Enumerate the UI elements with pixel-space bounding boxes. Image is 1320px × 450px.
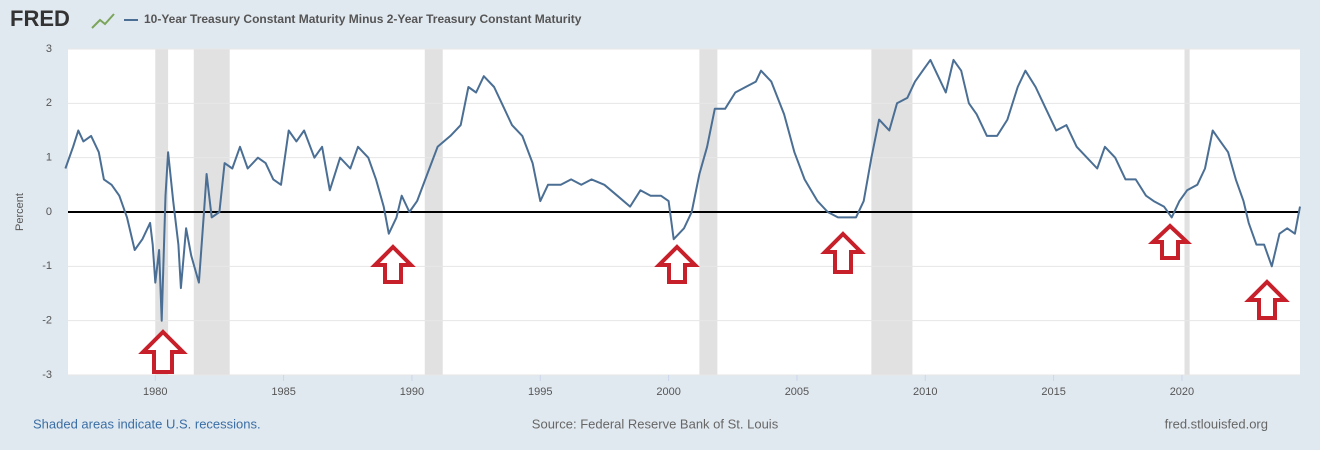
- series-line: [64, 58, 1301, 322]
- logo-icon: [91, 13, 115, 29]
- x-tick-label: 2020: [1170, 386, 1194, 398]
- x-tick-label: 2000: [656, 386, 680, 398]
- y-tick-label: 1: [46, 152, 52, 164]
- arrow: [654, 244, 700, 284]
- x-tick-label: 2010: [913, 386, 937, 398]
- arrow: [1244, 279, 1290, 320]
- x-tick-label: 1985: [271, 386, 295, 398]
- y-tick-label: -3: [42, 369, 52, 381]
- legend-label: 10-Year Treasury Constant Maturity Minus…: [144, 12, 582, 26]
- x-tick-label: 1995: [528, 386, 552, 398]
- y-tick-label: -1: [42, 260, 52, 272]
- x-tick-label: 1980: [143, 386, 167, 398]
- arrows: [138, 223, 1290, 374]
- x-tick-label: 2005: [785, 386, 809, 398]
- footer-note: Shaded areas indicate U.S. recessions.: [33, 416, 261, 431]
- x-tick-label: 1990: [400, 386, 424, 398]
- y-tick-label: -2: [42, 315, 52, 327]
- arrow: [820, 231, 866, 274]
- logo: FRED: [10, 6, 70, 31]
- x-tick-label: 2015: [1041, 386, 1065, 398]
- y-axis-label: Percent: [14, 193, 26, 231]
- footer-url: fred.stlouisfed.org: [1165, 416, 1268, 431]
- arrow: [1147, 223, 1193, 260]
- y-tick-label: 2: [46, 97, 52, 109]
- footer-source: Source: Federal Reserve Bank of St. Loui…: [532, 416, 779, 431]
- y-tick-label: 3: [46, 43, 52, 55]
- arrow: [138, 329, 188, 374]
- arrow: [370, 244, 416, 284]
- y-tick-label: 0: [46, 206, 52, 218]
